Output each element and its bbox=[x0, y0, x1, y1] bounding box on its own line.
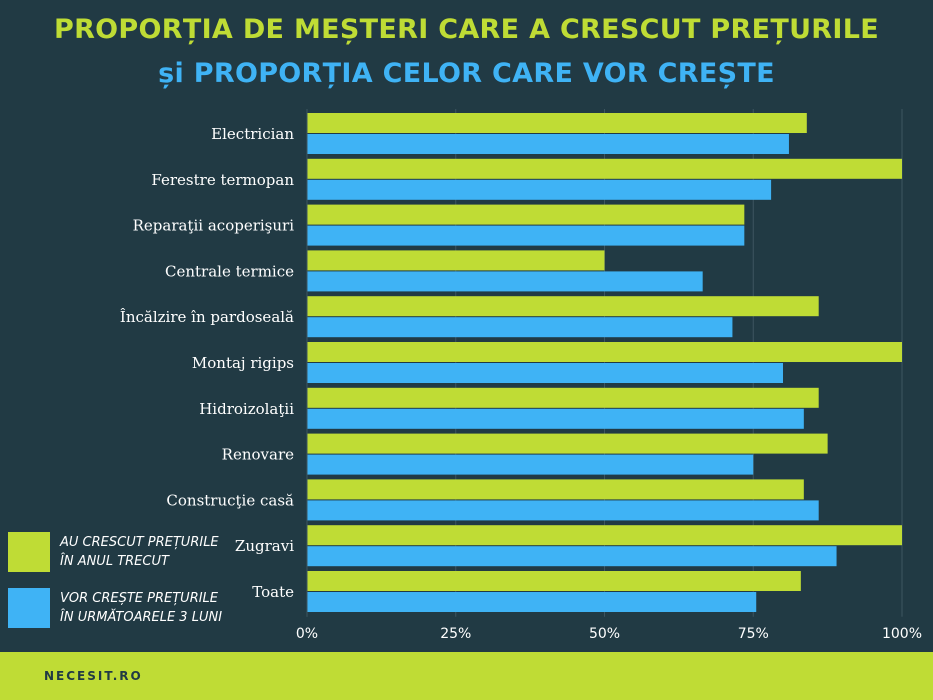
bar-blue-7 bbox=[307, 454, 754, 475]
legend-blue-line1: VOR CREȘTE PREȚURILE bbox=[60, 591, 219, 606]
category-label: Electrician bbox=[211, 125, 294, 143]
bar-green-0 bbox=[307, 113, 807, 133]
bar-green-3 bbox=[307, 250, 605, 271]
x-tick-label: 25% bbox=[440, 626, 471, 642]
legend-swatch-blue bbox=[8, 588, 50, 628]
legend-green-line1: AU CRESCUT PREȚURILE bbox=[60, 535, 219, 550]
bar-blue-0 bbox=[307, 134, 789, 154]
legend-item-green: AU CRESCUT PREȚURILE ÎN ANUL TRECUT bbox=[8, 532, 230, 572]
category-label: Reparaţii acoperişuri bbox=[133, 217, 295, 235]
bar-green-7 bbox=[307, 433, 828, 454]
bar-blue-5 bbox=[307, 363, 783, 383]
bar-green-6 bbox=[307, 387, 819, 408]
bar-green-1 bbox=[307, 158, 902, 179]
bar-green-10 bbox=[307, 571, 801, 591]
legend-green-line2: ÎN ANUL TRECUT bbox=[60, 554, 169, 569]
legend-label-blue: VOR CREȘTE PREȚURILE ÎN URMĂTOARELE 3 LU… bbox=[60, 589, 230, 627]
x-tick-label: 75% bbox=[738, 626, 769, 642]
bar-green-9 bbox=[307, 525, 902, 546]
x-tick-label: 50% bbox=[589, 626, 620, 642]
bar-green-8 bbox=[307, 479, 804, 500]
bar-blue-6 bbox=[307, 408, 804, 429]
bar-blue-10 bbox=[307, 592, 757, 612]
bar-green-5 bbox=[307, 342, 902, 362]
x-tick-label: 0% bbox=[296, 626, 318, 642]
category-label: Centrale termice bbox=[165, 262, 294, 280]
category-label: Încălzire în pardoseală bbox=[120, 308, 294, 326]
category-label: Toate bbox=[252, 583, 294, 601]
legend-label-green: AU CRESCUT PREȚURILE ÎN ANUL TRECUT bbox=[60, 533, 230, 571]
bar-blue-3 bbox=[307, 271, 703, 292]
chart-title-line1: PROPORȚIA DE MEȘTERI CARE A CRESCUT PREȚ… bbox=[54, 14, 879, 45]
bar-blue-8 bbox=[307, 500, 819, 521]
category-label: Renovare bbox=[222, 446, 294, 464]
bar-blue-1 bbox=[307, 179, 772, 200]
bar-blue-4 bbox=[307, 317, 733, 338]
category-label: Zugravi bbox=[235, 537, 294, 555]
x-tick-label: 100% bbox=[882, 626, 922, 642]
chart-title-line2: și PROPORȚIA CELOR CARE VOR CREȘTE bbox=[158, 58, 775, 89]
legend-item-blue: VOR CREȘTE PREȚURILE ÎN URMĂTOARELE 3 LU… bbox=[8, 588, 230, 628]
category-label: Ferestre termopan bbox=[151, 171, 294, 189]
bar-green-4 bbox=[307, 296, 819, 317]
legend-blue-line2: ÎN URMĂTOARELE 3 LUNI bbox=[60, 610, 223, 625]
category-label: Montaj rigips bbox=[192, 354, 294, 372]
legend-swatch-green bbox=[8, 532, 50, 572]
brand-link[interactable]: NECESIT.RO bbox=[44, 669, 143, 683]
bar-blue-9 bbox=[307, 546, 837, 567]
bar-blue-2 bbox=[307, 225, 745, 246]
category-label: Hidroizolaţii bbox=[199, 400, 294, 418]
footer-bar: NECESIT.RO bbox=[0, 652, 933, 700]
category-label: Construcţie casă bbox=[166, 491, 294, 509]
bar-chart: Electrician Ferestre termopan Reparaţii ac… bbox=[120, 109, 922, 642]
bar-green-2 bbox=[307, 204, 745, 225]
